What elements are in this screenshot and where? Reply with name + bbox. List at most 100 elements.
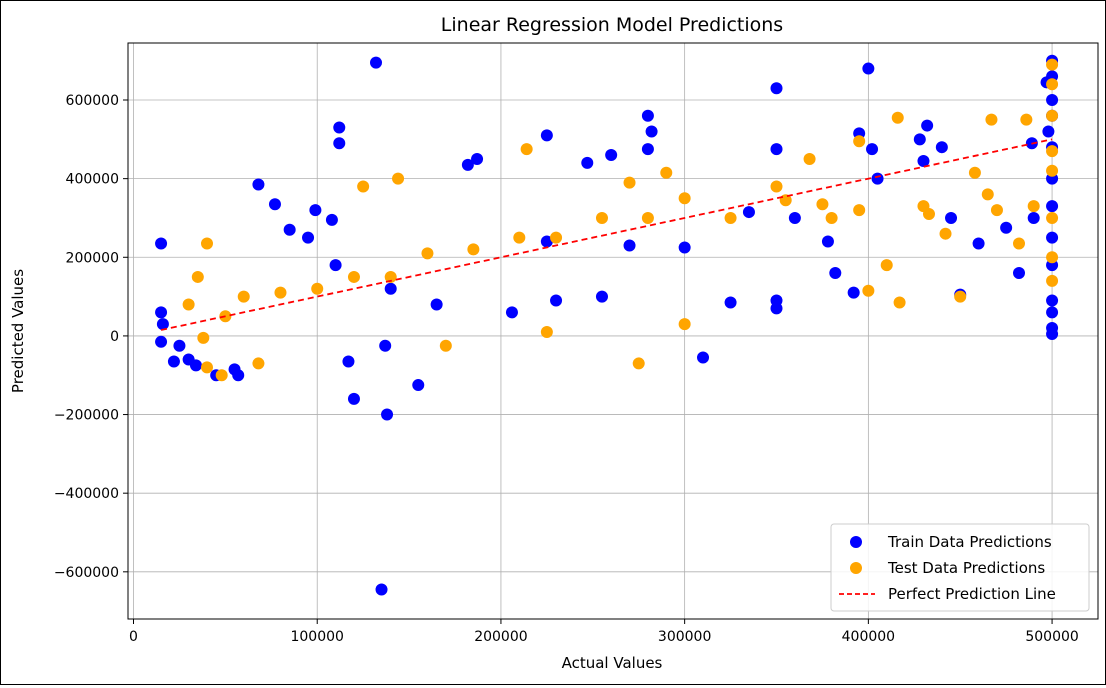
train-point [1013, 267, 1026, 280]
train-point [156, 318, 169, 331]
test-point [880, 259, 893, 272]
train-point [821, 235, 834, 248]
test-point [660, 166, 673, 179]
test-point [939, 227, 952, 240]
train-point [945, 211, 958, 224]
train-point [1027, 211, 1040, 224]
train-point [847, 286, 860, 299]
x-tick-label: 0 [129, 629, 138, 645]
train-point [283, 223, 296, 236]
chart-title: Linear Regression Model Predictions [441, 14, 783, 36]
train-point [678, 241, 691, 254]
train-point [430, 298, 443, 311]
train-point [329, 259, 342, 272]
test-point [803, 152, 816, 165]
test-point [816, 198, 829, 211]
test-point [191, 270, 204, 283]
x-tick-label: 100000 [290, 629, 343, 645]
test-point [357, 180, 370, 193]
test-point [990, 204, 1003, 217]
test-point [678, 192, 691, 205]
y-tick-label: −200000 [54, 408, 119, 424]
x-tick-label: 500000 [1025, 629, 1078, 645]
train-point [862, 62, 875, 75]
train-point [384, 282, 397, 295]
test-point [1046, 274, 1059, 287]
train-point [1046, 294, 1059, 307]
train-point [1046, 94, 1059, 107]
test-point [893, 296, 906, 309]
test-point [550, 231, 563, 244]
train-point [333, 121, 346, 134]
train-point [1046, 306, 1059, 319]
test-point [981, 188, 994, 201]
train-point [595, 290, 608, 303]
axis-ticks: 0 100000 200000 300000 400000 500000 −600000 −4… [54, 93, 1079, 645]
test-point [182, 298, 195, 311]
test-point [853, 135, 866, 148]
test-point [968, 166, 981, 179]
train-point [302, 231, 315, 244]
train-point [167, 355, 180, 368]
y-tick-label: 400000 [66, 172, 119, 188]
x-tick-label: 300000 [658, 629, 711, 645]
test-point [632, 357, 645, 370]
test-point [1020, 113, 1033, 126]
test-point [891, 111, 904, 124]
train-point [155, 306, 168, 319]
train-point [972, 237, 985, 250]
train-point [788, 211, 801, 224]
train-point [641, 143, 654, 156]
train-point [540, 129, 553, 142]
x-tick-label: 200000 [474, 629, 527, 645]
test-point [274, 286, 287, 299]
test-series [182, 58, 1059, 382]
test-point [1046, 211, 1059, 224]
train-point [540, 235, 553, 248]
train-point [505, 306, 518, 319]
train-point [268, 198, 281, 211]
train-point [471, 152, 484, 165]
train-point [155, 335, 168, 348]
train-point [770, 294, 783, 307]
test-point [770, 180, 783, 193]
train-point [581, 156, 594, 169]
train-point [1000, 221, 1013, 234]
y-tick-label: 600000 [66, 93, 119, 109]
train-point [697, 351, 710, 364]
train-point [921, 119, 934, 132]
perfect-prediction-line [160, 138, 1053, 331]
legend-train-label: Train Data Predictions [887, 533, 1052, 551]
train-point [1042, 125, 1055, 138]
test-point [954, 290, 967, 303]
test-point [1046, 251, 1059, 264]
test-point [1046, 145, 1059, 158]
reference-line-path [160, 138, 1053, 331]
test-point [540, 325, 553, 338]
test-point [520, 143, 533, 156]
legend-train-marker [850, 536, 862, 548]
train-point [913, 133, 926, 146]
x-axis-label: Actual Values [562, 654, 663, 672]
y-tick-label: −400000 [54, 486, 119, 502]
test-point [439, 339, 452, 352]
test-point [1046, 109, 1059, 122]
train-point [309, 204, 322, 217]
train-point [1046, 231, 1059, 244]
test-point [200, 361, 213, 374]
y-axis-label: Predicted Values [9, 269, 27, 393]
test-point [215, 369, 228, 382]
train-series [155, 54, 1059, 596]
test-point [1046, 164, 1059, 177]
train-point [1046, 200, 1059, 213]
train-point [770, 82, 783, 95]
test-point [1046, 58, 1059, 71]
test-point [724, 211, 737, 224]
legend: Train Data Predictions Test Data Predict… [830, 523, 1090, 612]
train-point [641, 109, 654, 122]
test-point [595, 211, 608, 224]
test-point [1046, 78, 1059, 91]
test-point [392, 172, 405, 185]
test-point [1027, 200, 1040, 213]
